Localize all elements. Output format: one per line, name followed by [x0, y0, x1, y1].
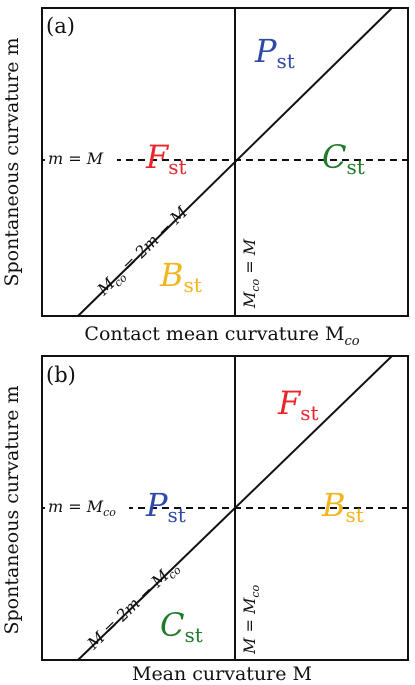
panel-b-dashed-label-bg — [45, 494, 129, 516]
panel-b-region-p: Pst — [145, 486, 186, 527]
panel-b-x-axis-label: Mean curvature M — [132, 663, 312, 685]
panel-b: (b) Spontaneous curvature m Mean curvatu… — [1, 355, 409, 685]
panel-b-region-f: Fst — [277, 384, 319, 425]
panel-a-vertical-label: Mco = M — [240, 238, 262, 309]
panel-a: (a) Spontaneous curvature m Contact mean… — [1, 7, 409, 349]
panel-a-frame — [41, 7, 409, 317]
panel-a-tag: (a) — [46, 14, 75, 38]
panel-b-y-axis-label: Spontaneous curvature m — [1, 385, 23, 634]
panel-a-region-f: Fst — [145, 138, 187, 179]
panel-b-region-c: Cst — [160, 606, 203, 647]
panel-a-region-b: Bst — [159, 256, 202, 297]
panel-b-region-b: Bst — [321, 486, 364, 527]
panel-b-vertical-label: M = Mco — [240, 584, 262, 655]
panel-b-dashed-label: m = Mco — [48, 497, 116, 519]
panel-a-x-axis-label: Contact mean curvature Mco — [84, 323, 359, 349]
panel-a-region-p: Pst — [254, 32, 295, 73]
panel-a-dashed-label: m = M — [48, 149, 104, 168]
panel-a-dashed-label-bg — [45, 146, 117, 168]
panel-a-region-c: Cst — [322, 138, 365, 179]
panel-b-tag: (b) — [46, 363, 76, 387]
panel-a-diagonal-line — [77, 7, 393, 317]
panel-a-y-axis-label: Spontaneous curvature m — [1, 37, 23, 286]
panel-a-vertical-label-group: Mco = M — [240, 238, 262, 309]
panel-b-vertical-label-group: M = Mco — [240, 584, 262, 655]
